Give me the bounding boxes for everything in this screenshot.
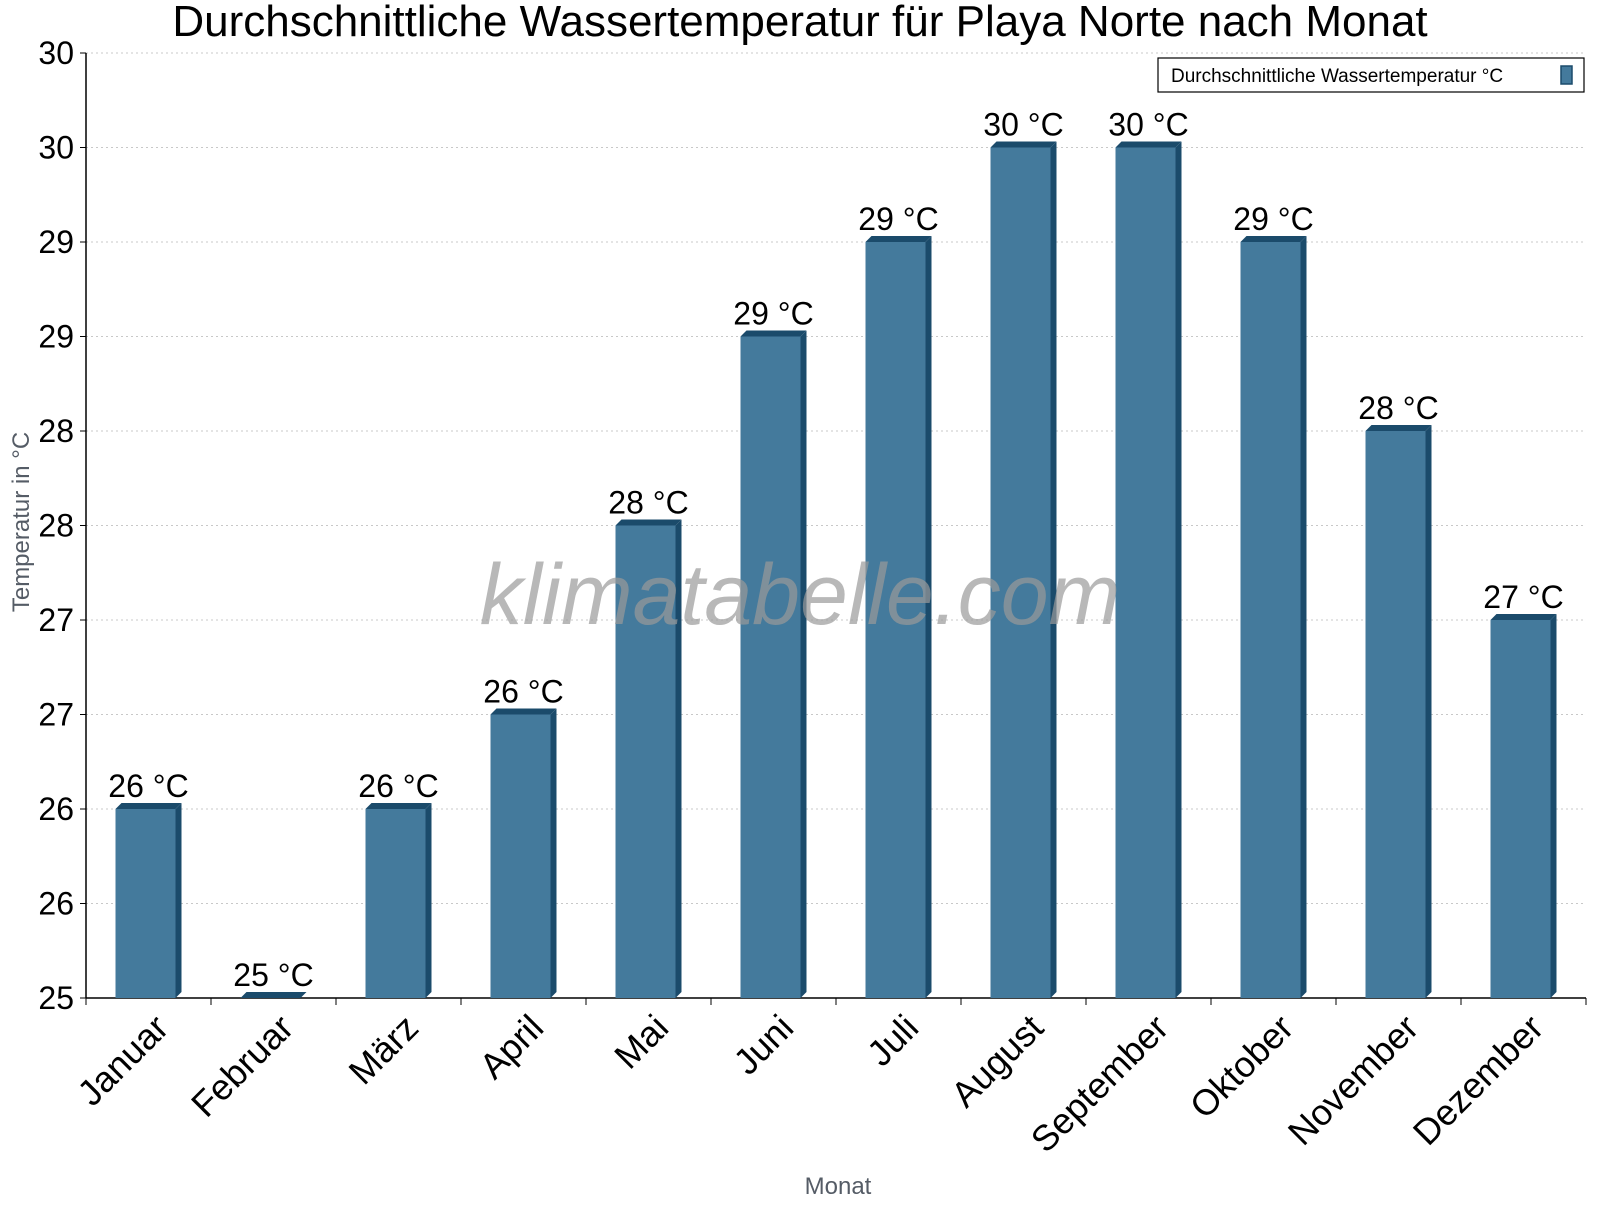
x-tick-label: Januar <box>69 1007 176 1114</box>
x-tick-label: September <box>1023 1007 1177 1161</box>
bar-face <box>740 336 801 998</box>
data-label: 28 °C <box>1358 390 1438 426</box>
x-tick-label: Mai <box>606 1007 676 1077</box>
watermark: klimatabelle.com <box>480 547 1120 643</box>
bar-top <box>990 141 1057 148</box>
bar-side <box>1175 141 1182 998</box>
data-label: 29 °C <box>858 201 938 237</box>
bar <box>490 708 557 998</box>
bar-side <box>800 330 807 998</box>
x-axis-ticks: Januar Februar März April Mai Juni Juli AugustS… <box>69 998 1587 1161</box>
bar <box>1365 425 1432 998</box>
y-tick-label: 27 <box>38 602 74 638</box>
bar-face <box>865 242 926 998</box>
bar-top <box>1365 425 1432 431</box>
y-tick-label: 25 <box>38 980 74 1016</box>
data-label: 26 °C <box>358 768 438 804</box>
y-tick-label: 28 <box>38 508 74 544</box>
y-axis-ticks: 25 26 26 27 27 28 28 29 29 30 30 <box>38 35 86 1016</box>
bar-face <box>115 809 176 998</box>
bar <box>615 519 682 998</box>
legend: Durchschnittliche Wassertemperatur °C <box>1157 57 1585 93</box>
x-tick-label: Dezember <box>1405 1007 1551 1153</box>
bar <box>865 236 932 998</box>
y-tick-label: 28 <box>38 413 74 449</box>
bar <box>240 992 307 998</box>
bar-side <box>1050 141 1057 998</box>
bar <box>740 330 807 998</box>
bar-top <box>115 803 182 809</box>
bar-side <box>1425 425 1432 998</box>
x-tick-label: März <box>341 1007 427 1093</box>
bar-face <box>1115 147 1176 998</box>
data-label: 25 °C <box>233 957 313 993</box>
bar-face <box>490 714 551 998</box>
x-tick-label: August <box>943 1007 1051 1115</box>
bar <box>1115 141 1182 998</box>
y-axis-label: Temperatur in °C <box>8 432 35 612</box>
data-label: 30 °C <box>983 107 1063 143</box>
bar-top <box>240 992 307 998</box>
y-tick-label: 26 <box>38 886 74 922</box>
y-tick-label: 29 <box>38 319 74 355</box>
y-tick-label: 30 <box>38 130 74 166</box>
data-label: 30 °C <box>1108 107 1188 143</box>
bar-side <box>675 519 682 998</box>
data-label: 29 °C <box>733 296 813 332</box>
bar-face <box>365 809 426 998</box>
bar <box>1490 614 1557 998</box>
bar-face <box>990 147 1051 998</box>
bar-top <box>865 236 932 242</box>
bar-top <box>615 519 682 526</box>
x-tick-label: Februar <box>183 1007 301 1125</box>
legend-box <box>1157 57 1585 93</box>
bar-side <box>550 708 557 998</box>
y-tick-label: 26 <box>38 791 74 827</box>
bar-face <box>1240 242 1301 998</box>
data-label: 26 °C <box>108 768 188 804</box>
bar-face <box>1365 431 1426 998</box>
bar <box>365 803 432 998</box>
bar-face <box>1490 620 1551 998</box>
bar-side <box>1550 614 1557 998</box>
bar-side <box>175 803 182 998</box>
data-label: 27 °C <box>1483 579 1563 615</box>
x-axis-label: Monat <box>805 1173 872 1200</box>
x-tick-label: Oktober <box>1182 1007 1302 1127</box>
bar <box>1240 236 1307 998</box>
bar-side <box>425 803 432 998</box>
bar-side <box>925 236 932 998</box>
x-tick-label: November <box>1280 1007 1426 1153</box>
legend-label: Durchschnittliche Wassertemperatur °C <box>1171 66 1503 87</box>
legend-swatch <box>1560 65 1573 85</box>
bar-face <box>615 525 676 998</box>
data-label: 29 °C <box>1233 201 1313 237</box>
data-label: 26 °C <box>483 674 563 710</box>
bar-top <box>740 330 807 337</box>
bar-top <box>1240 236 1307 242</box>
bar-top <box>365 803 432 809</box>
bar-side <box>1300 236 1307 998</box>
x-tick-label: Juli <box>859 1007 926 1074</box>
bar <box>115 803 182 998</box>
data-labels: 26 °C 25 °C 26 °C 26 °C 28 °C 29 °C 29 °C 30 °C… <box>108 107 1563 994</box>
grid-lines <box>86 52 1586 904</box>
bar-top <box>1115 141 1182 148</box>
bar-top <box>490 708 557 715</box>
bar-top <box>1490 614 1557 620</box>
chart-title: Durchschnittliche Wassertemperatur für P… <box>172 0 1427 46</box>
bar <box>990 141 1057 998</box>
y-tick-label: 30 <box>38 35 74 71</box>
x-tick-label: April <box>471 1007 551 1087</box>
y-tick-label: 29 <box>38 224 74 260</box>
data-label: 28 °C <box>608 485 688 521</box>
x-tick-label: Juni <box>725 1007 801 1083</box>
y-tick-label: 27 <box>38 697 74 733</box>
bars <box>115 141 1557 998</box>
